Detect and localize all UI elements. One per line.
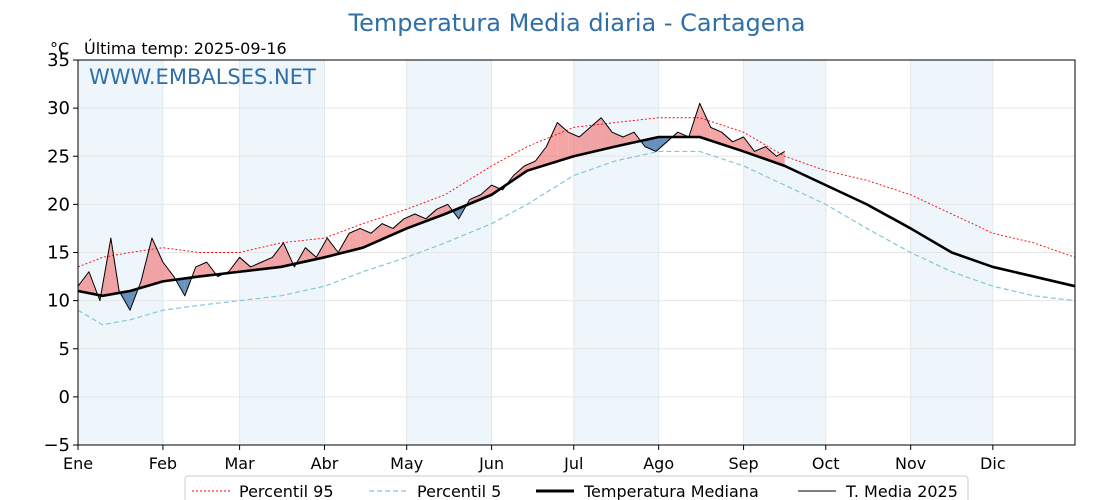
last-temp-label: Última temp: 2025-09-16: [84, 39, 287, 58]
series-percentil-95: [77, 117, 1076, 268]
fill-above-median: [360, 228, 372, 249]
fill-above-median: [568, 132, 580, 158]
fill-above-median: [590, 117, 602, 153]
unit-label: °C: [50, 39, 69, 58]
fill-above-median: [349, 228, 361, 252]
y-tick-label: 30: [47, 98, 70, 119]
x-tick-label: May: [390, 454, 423, 473]
x-tick-label: Dic: [980, 454, 1006, 473]
x-tick-label: Ene: [63, 454, 93, 473]
y-tick-label: 25: [47, 146, 70, 167]
x-tick-label: Jul: [563, 454, 583, 473]
x-tick-label: Ago: [643, 454, 674, 473]
chart-title: Temperatura Media diaria - Cartagena: [348, 9, 806, 37]
fill-above-median: [78, 271, 89, 294]
legend-label-p95: Percentil 95: [239, 482, 334, 500]
y-axis: −5 0 5 10 15 20 25 30 35: [43, 50, 78, 456]
fill-above-median: [699, 103, 711, 141]
fill-above-median: [371, 223, 383, 245]
fill-above-median: [623, 132, 635, 145]
fill-above-median: [546, 122, 558, 165]
x-tick-label: Abr: [311, 454, 339, 473]
x-tick-label: Sep: [729, 454, 759, 473]
series-mediana: [77, 135, 1076, 298]
fill-above-median: [272, 242, 284, 268]
fill-above-median: [743, 137, 755, 156]
y-tick-label: 15: [47, 243, 70, 264]
legend-label-current: T. Media 2025: [845, 482, 958, 500]
fill-above-median: [151, 238, 163, 285]
series-lines: [77, 102, 1076, 326]
fill-above-median: [601, 117, 613, 150]
fill-above-median: [414, 214, 426, 226]
legend: Percentil 95 Percentil 5 Temperatura Med…: [184, 475, 969, 500]
fill-above-median: [239, 257, 251, 272]
fill-above-median: [327, 238, 339, 257]
y-tick-label: 5: [59, 339, 70, 360]
fill-above-median: [535, 146, 547, 169]
legend-label-median: Temperatura Mediana: [583, 482, 759, 500]
x-tick-label: Mar: [225, 454, 256, 473]
series-media-2025: [77, 102, 785, 311]
y-tick-label: 10: [47, 291, 70, 312]
x-axis: Ene Feb Mar Abr May Jun Jul Ago Sep Oct Nov Dic: [63, 445, 1006, 473]
y-tick-label: −5: [43, 435, 70, 456]
x-tick-label: Feb: [149, 454, 177, 473]
x-tick-label: Oct: [812, 454, 840, 473]
watermark: WWW.EMBALSES.NET: [89, 65, 316, 89]
series-percentil-5: [77, 150, 1076, 326]
fill-above-median: [305, 247, 317, 262]
y-tick-label: 35: [47, 50, 70, 71]
fill-above-median: [710, 127, 722, 145]
fill-above-median: [261, 257, 273, 270]
legend-box: [184, 475, 969, 500]
y-tick-label: 20: [47, 194, 70, 215]
fill-below-median: [655, 137, 667, 152]
fill-above-median: [557, 122, 569, 162]
y-tick-label: 0: [59, 387, 70, 408]
x-tick-label: Jun: [478, 454, 504, 473]
fill-above-median: [162, 262, 174, 282]
fill-below-median: [644, 137, 656, 152]
legend-label-p5: Percentil 5: [417, 482, 501, 500]
fill-above-median: [513, 165, 525, 180]
x-tick-label: Nov: [895, 454, 926, 473]
fill-above-median: [579, 127, 591, 155]
